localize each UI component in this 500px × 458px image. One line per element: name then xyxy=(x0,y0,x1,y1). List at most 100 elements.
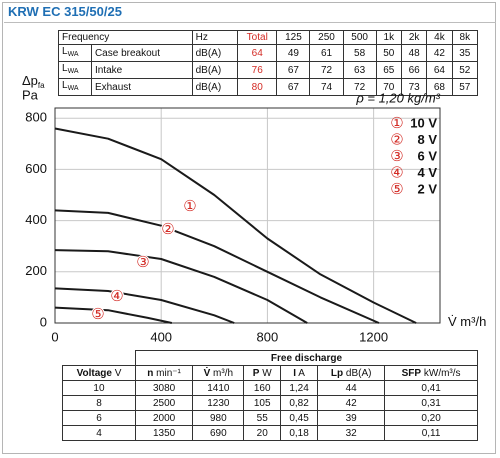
curve-label-bg xyxy=(183,199,197,213)
y-tick-label: 0 xyxy=(40,314,47,329)
value-cell: 1230 xyxy=(192,395,245,411)
value-cell: 690 xyxy=(192,425,245,441)
y-tick-label: 200 xyxy=(25,263,47,278)
header-unit: dB(A) xyxy=(345,367,372,379)
header-name: SFP xyxy=(401,367,422,379)
legend-marker: ① xyxy=(390,115,403,132)
legend-label: 4 V xyxy=(417,165,437,180)
symbol-sub: WA xyxy=(67,68,79,75)
value-cell: 1,24 xyxy=(279,380,319,396)
symbol-cell: LWA xyxy=(58,78,92,96)
unit-cell: dB(A) xyxy=(191,78,239,96)
header-cell: V̇ m³/h xyxy=(192,365,245,381)
value-cell: 68 xyxy=(426,78,453,96)
plot-frame xyxy=(54,107,441,324)
curve-label-bg xyxy=(110,289,124,303)
header-unit: A xyxy=(298,367,305,379)
header-unit: V xyxy=(114,367,122,379)
x-tick-label: 1200 xyxy=(359,329,388,344)
y-tick-label: 800 xyxy=(25,110,47,125)
value-cell: 0,11 xyxy=(384,425,478,441)
legend-marker: ⑤ xyxy=(390,181,403,198)
legend-label: 10 V xyxy=(410,115,437,130)
value-cell: 0,31 xyxy=(384,395,478,411)
value-cell: 74 xyxy=(309,78,344,96)
group-row: Free discharge xyxy=(63,350,479,366)
symbol-sub: WA xyxy=(67,51,79,58)
curve-label-bg xyxy=(91,307,105,321)
x-label-unit: m³/h xyxy=(460,314,486,329)
y-tick-label: 400 xyxy=(25,212,47,227)
symbol: L xyxy=(62,46,68,57)
curve-label: ③ xyxy=(136,254,149,271)
octave-table: Frequency Hz Total 125 250 500 1k 2k 4k 8k LWA Case… xyxy=(58,30,479,96)
value-cell: 0,41 xyxy=(384,380,478,396)
header-name: I xyxy=(293,367,297,379)
header-unit: m³/h xyxy=(213,367,234,379)
legend-marker: ④ xyxy=(390,164,403,181)
curve xyxy=(54,127,417,324)
value-cell: 80 xyxy=(237,78,278,96)
header-unit: kW/m³/s xyxy=(423,367,461,379)
header-cell: 8k xyxy=(451,30,479,45)
header-row: Frequency Hz Total 125 250 500 1k 2k 4k 8k xyxy=(58,30,479,45)
value-cell: 57 xyxy=(451,78,479,96)
legend-marker: ② xyxy=(390,131,403,148)
value-cell: 3080 xyxy=(134,380,194,396)
legend-label: 6 V xyxy=(417,148,437,163)
data-row: LWA Exhaust dB(A) 80 67 74 72 70 73 68 57 xyxy=(58,78,479,96)
value-cell: 105 xyxy=(243,395,281,411)
header-name: Lp xyxy=(330,367,344,379)
note: ρ = 1,20 kg/m³ xyxy=(355,90,440,105)
curve-label-bg xyxy=(136,255,150,269)
value-cell: 20 xyxy=(243,425,281,441)
value-cell: 160 xyxy=(243,380,281,396)
header-cell: P W xyxy=(243,365,281,381)
data-row: 4 1350 690 20 0,18 32 0,11 xyxy=(62,425,478,441)
value-cell: 67 xyxy=(276,78,311,96)
x-label-main: V̇ xyxy=(448,314,457,329)
frame xyxy=(2,2,496,454)
header-name: P xyxy=(252,367,260,379)
x-tick-label: 400 xyxy=(150,329,172,344)
header-cell: n min⁻¹ xyxy=(134,365,194,381)
x-axis-label: V̇ m³/h xyxy=(448,314,486,329)
value-cell: 42 xyxy=(317,395,386,411)
value-cell: 39 xyxy=(317,410,386,426)
legend-label: 8 V xyxy=(417,132,437,147)
value-cell: 6 xyxy=(62,410,136,426)
value-cell: 44 xyxy=(317,380,386,396)
header-unit: min⁻¹ xyxy=(156,367,181,379)
value-cell: 10 xyxy=(62,380,136,396)
y-tick-label: 600 xyxy=(25,161,47,176)
curve-label: ① xyxy=(183,198,196,215)
curve xyxy=(54,249,308,324)
curve-label: ② xyxy=(161,221,174,238)
y-axis-unit: Pa xyxy=(22,87,39,102)
curve-label-bg xyxy=(161,222,175,236)
y-axis-label: Δpfa xyxy=(22,73,45,90)
header-unit: W xyxy=(262,367,272,379)
y-label-sub: fa xyxy=(38,81,45,90)
data-row: 6 2000 980 55 0,45 39 0,20 xyxy=(62,410,478,426)
y-label-main: Δp xyxy=(22,73,38,88)
symbol: L xyxy=(62,63,68,74)
value-cell: 32 xyxy=(317,425,386,441)
x-tick-label: 0 xyxy=(51,329,58,344)
header-name: V̇ xyxy=(203,367,211,379)
symbol-sub: WA xyxy=(67,85,79,92)
curve-label: ⑤ xyxy=(91,306,104,323)
header-cell: Voltage V xyxy=(62,365,136,381)
rule xyxy=(4,22,496,23)
blank-cell xyxy=(63,351,136,366)
value-cell: 0,45 xyxy=(279,410,319,426)
curve xyxy=(54,306,173,324)
value-cell: 55 xyxy=(243,410,281,426)
value-cell: 73 xyxy=(400,78,428,96)
curve-label: ④ xyxy=(110,288,123,305)
value-cell: 0,18 xyxy=(279,425,319,441)
value-cell: 1410 xyxy=(192,380,245,396)
